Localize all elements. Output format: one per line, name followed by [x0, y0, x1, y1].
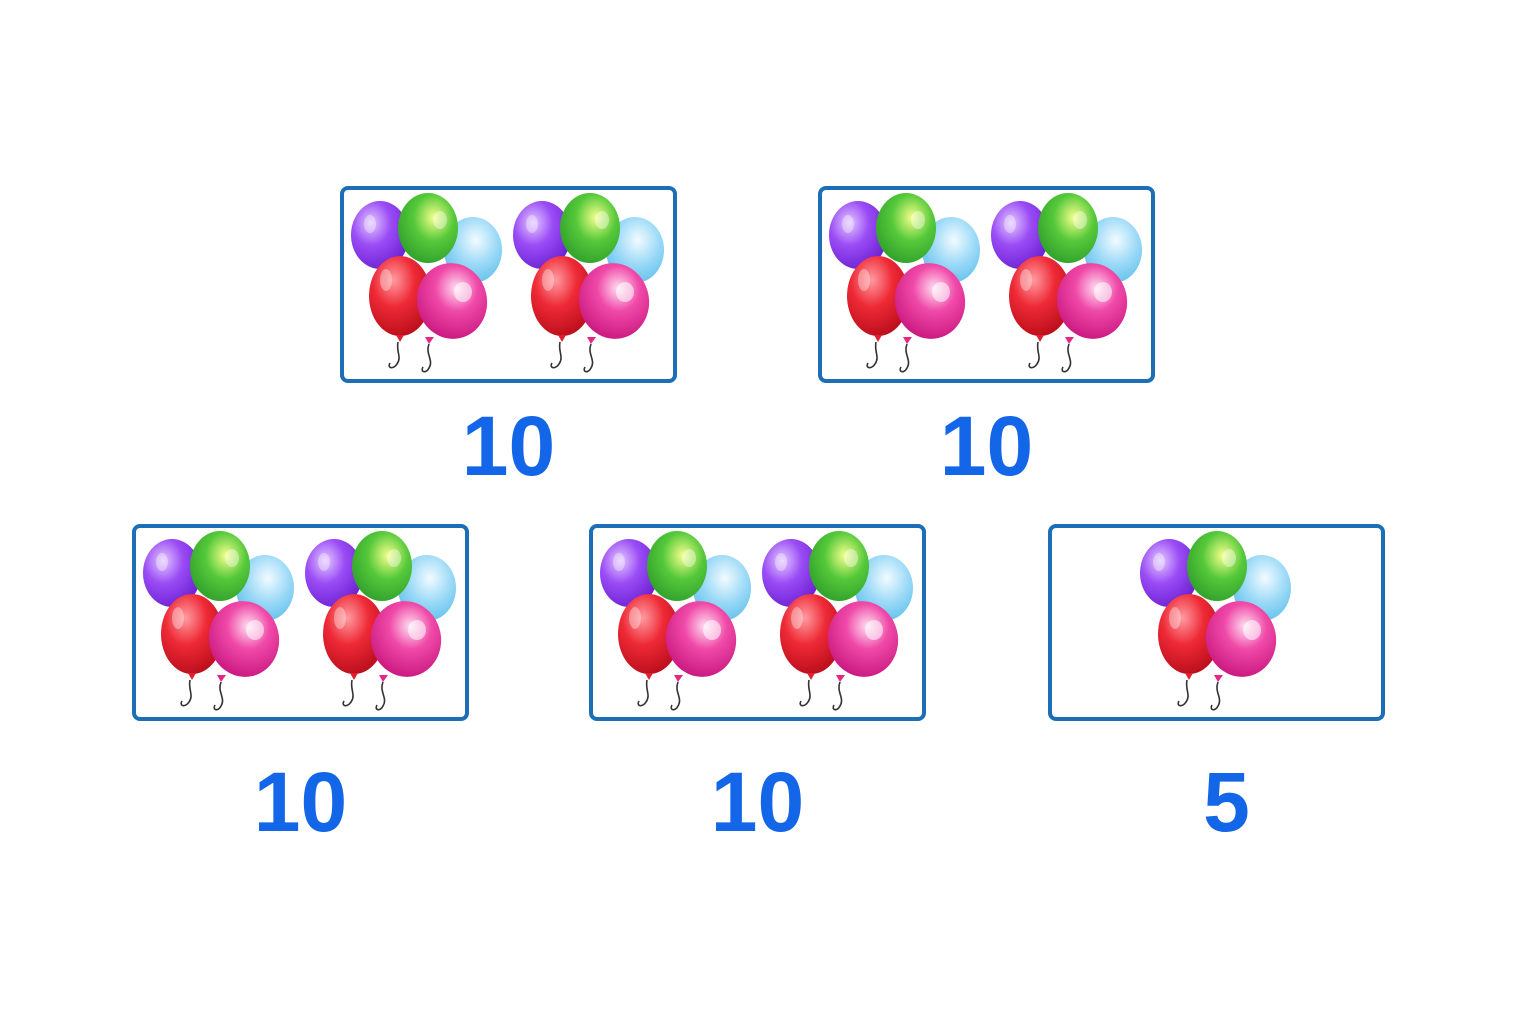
- balloon-bunch-icon: [350, 192, 506, 377]
- group-count-label: 10: [461, 399, 556, 493]
- balloon-bunch-icon: [1139, 530, 1295, 715]
- group-count-label: 10: [710, 755, 805, 849]
- balloon-bunch-icon: [990, 192, 1146, 377]
- balloon-bunch-icon: [828, 192, 984, 377]
- balloon-bunch-icon: [304, 530, 460, 715]
- balloon-group-card: [132, 524, 469, 721]
- balloon-bunch-icon: [142, 530, 298, 715]
- balloon-bunch-icon: [761, 530, 917, 715]
- balloon-group-card: [589, 524, 926, 721]
- balloon-group-card: [340, 186, 677, 383]
- balloon-bunch-icon: [599, 530, 755, 715]
- group-count-label: 10: [253, 755, 348, 849]
- balloon-bunch-icon: [512, 192, 668, 377]
- balloon-group-card: [818, 186, 1155, 383]
- group-count-label: 10: [939, 399, 1034, 493]
- balloon-group-card: [1048, 524, 1385, 721]
- group-count-label: 5: [1203, 755, 1250, 849]
